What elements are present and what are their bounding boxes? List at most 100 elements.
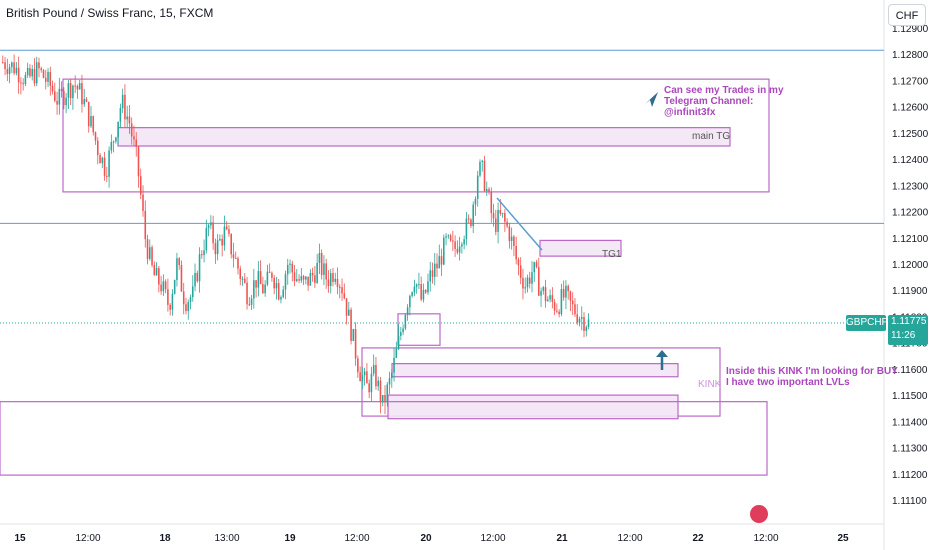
candle-body[interactable]	[65, 97, 67, 106]
candle-body[interactable]	[549, 295, 551, 300]
candle-body[interactable]	[406, 307, 409, 316]
candle-body[interactable]	[142, 194, 144, 211]
candle-body[interactable]	[540, 290, 542, 296]
candle-body[interactable]	[372, 364, 375, 374]
candle-body[interactable]	[499, 210, 502, 214]
currency-button[interactable]: CHF	[888, 4, 926, 26]
candle-body[interactable]	[225, 226, 228, 230]
candle-body[interactable]	[336, 278, 339, 287]
candle-body[interactable]	[151, 247, 153, 266]
candle-body[interactable]	[128, 116, 131, 124]
candle-body[interactable]	[74, 85, 76, 87]
candle-body[interactable]	[526, 277, 529, 288]
candle-body[interactable]	[72, 85, 74, 99]
candle-body[interactable]	[533, 262, 536, 273]
candle-body[interactable]	[126, 116, 128, 120]
candle-body[interactable]	[42, 70, 45, 78]
candle-body[interactable]	[458, 246, 461, 253]
candle-body[interactable]	[400, 332, 402, 336]
candle-body[interactable]	[332, 273, 334, 282]
candle-body[interactable]	[361, 375, 364, 382]
candle-body[interactable]	[160, 284, 162, 292]
candle-body[interactable]	[171, 293, 174, 310]
candle-body[interactable]	[271, 272, 273, 278]
candle-body[interactable]	[479, 161, 481, 176]
candle-body[interactable]	[341, 287, 343, 294]
candle-body[interactable]	[237, 258, 239, 269]
candle-body[interactable]	[20, 82, 22, 84]
candle-body[interactable]	[96, 140, 99, 155]
candle-body[interactable]	[24, 75, 27, 85]
candle-body[interactable]	[454, 241, 456, 249]
candle-body[interactable]	[85, 99, 88, 102]
candle-body[interactable]	[255, 280, 257, 288]
candle-body[interactable]	[26, 67, 29, 76]
candle-body[interactable]	[504, 213, 506, 222]
candle-body[interactable]	[149, 247, 151, 259]
candle-body[interactable]	[8, 67, 11, 75]
candle-body[interactable]	[535, 262, 538, 268]
candle-body[interactable]	[411, 292, 413, 296]
candle-body[interactable]	[508, 226, 511, 242]
candle-body[interactable]	[11, 62, 13, 68]
candle-body[interactable]	[124, 94, 126, 120]
candle-body[interactable]	[139, 176, 142, 195]
candle-body[interactable]	[445, 236, 447, 238]
candle-body[interactable]	[585, 327, 588, 331]
candle-body[interactable]	[449, 235, 452, 241]
candle-body[interactable]	[542, 287, 545, 291]
candle-body[interactable]	[565, 285, 567, 298]
candle-body[interactable]	[198, 254, 201, 282]
candle-body[interactable]	[286, 264, 289, 275]
candle-body[interactable]	[207, 225, 210, 228]
candle-body[interactable]	[497, 210, 499, 232]
candle-body[interactable]	[169, 304, 171, 310]
candle-body[interactable]	[90, 116, 92, 127]
candle-body[interactable]	[60, 88, 63, 92]
candle-body[interactable]	[173, 279, 176, 294]
candle-body[interactable]	[537, 267, 540, 296]
candle-body[interactable]	[33, 69, 36, 84]
candle-body[interactable]	[178, 258, 180, 266]
candle-body[interactable]	[257, 271, 260, 288]
candle-body[interactable]	[427, 281, 429, 293]
candle-body[interactable]	[135, 139, 138, 147]
candle-body[interactable]	[262, 284, 264, 294]
candle-body[interactable]	[334, 278, 337, 282]
candle-body[interactable]	[300, 276, 303, 281]
candle-body[interactable]	[162, 281, 165, 292]
candle-body[interactable]	[517, 259, 520, 266]
candle-body[interactable]	[246, 282, 248, 305]
candle-body[interactable]	[531, 272, 533, 284]
candle-body[interactable]	[110, 142, 113, 151]
candle-body[interactable]	[112, 141, 115, 143]
candle-body[interactable]	[212, 222, 214, 244]
candle-body[interactable]	[495, 218, 497, 232]
candle-body[interactable]	[329, 273, 332, 287]
candle-body[interactable]	[305, 276, 307, 280]
candle-body[interactable]	[510, 236, 513, 242]
candle-body[interactable]	[117, 121, 119, 138]
candle-body[interactable]	[560, 289, 563, 315]
candle-body[interactable]	[377, 380, 379, 387]
candle-body[interactable]	[388, 378, 391, 385]
zone-kink-level-2[interactable]	[387, 394, 679, 420]
candle-body[interactable]	[35, 62, 38, 84]
candle-body[interactable]	[528, 277, 531, 284]
candle-body[interactable]	[56, 100, 58, 105]
candle-body[interactable]	[176, 258, 178, 280]
candle-body[interactable]	[219, 238, 221, 241]
candle-body[interactable]	[187, 302, 190, 312]
candle-body[interactable]	[216, 240, 219, 255]
candle-body[interactable]	[221, 238, 223, 246]
candle-body[interactable]	[316, 263, 318, 283]
candle-body[interactable]	[78, 83, 81, 90]
candle-body[interactable]	[429, 270, 432, 282]
candle-body[interactable]	[239, 268, 242, 279]
candle-body[interactable]	[302, 276, 305, 280]
candle-body[interactable]	[574, 304, 576, 315]
candle-body[interactable]	[558, 311, 560, 315]
candle-body[interactable]	[320, 253, 323, 275]
candle-body[interactable]	[180, 265, 183, 292]
